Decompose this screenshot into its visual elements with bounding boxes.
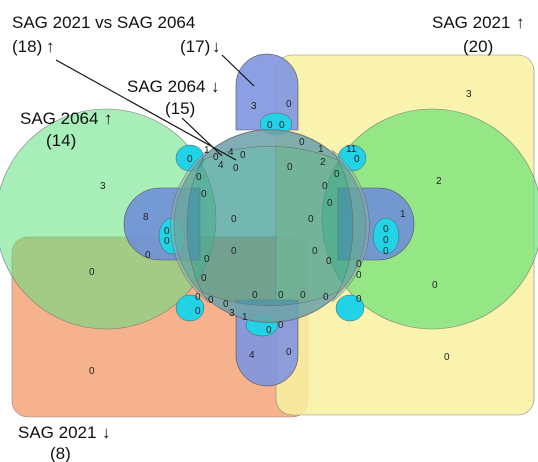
region-count: 0: [201, 189, 207, 200]
sag2064-up-count: (14): [46, 131, 76, 150]
region-count: 1: [400, 209, 406, 220]
region-count: 4: [228, 147, 234, 158]
sag2064-up-title: SAG 2064: [20, 109, 98, 128]
sag2064-down-title: SAG 2064: [127, 77, 205, 96]
region-count: 0: [323, 292, 329, 303]
down-arrow-icon: ↓: [211, 77, 220, 96]
top-blue-lobe: [235, 53, 299, 131]
region-count: 1: [242, 312, 248, 323]
region-count: 0: [164, 226, 170, 237]
cyan-lobe-right: [372, 217, 400, 255]
region-count: 4: [218, 160, 224, 171]
region-count: 0: [145, 250, 151, 261]
sag2021-down-title: SAG 2021: [18, 423, 96, 442]
region-count: 0: [187, 154, 193, 165]
region-count: 0: [383, 246, 389, 257]
region-count: 0: [252, 290, 258, 301]
sag2021-vs-2064-title: SAG 2021 vs SAG 2064: [12, 13, 195, 32]
region-count: 2: [436, 176, 442, 187]
pointer-line-15: [181, 117, 223, 157]
down-arrow-icon: ↓: [102, 423, 111, 442]
region-count: 8: [143, 212, 149, 223]
cyan-lobe-ll: [175, 294, 205, 322]
region-count: 3: [100, 181, 106, 192]
sag2021-up-title: SAG 2021: [432, 13, 510, 32]
region-count: 0: [327, 198, 333, 209]
sag2021-vs-2064-down-count: (17): [180, 37, 210, 56]
region-count: 0: [322, 181, 328, 192]
sag2021-down-count: (8): [50, 444, 71, 462]
region-count: 0: [356, 270, 362, 281]
region-count: 11: [346, 144, 357, 155]
inner-arc-left: [170, 149, 209, 303]
region-count: 0: [208, 295, 214, 306]
region-count: 0: [267, 120, 273, 131]
region-count: 0: [312, 246, 318, 257]
region-count: 0: [204, 254, 210, 265]
region-count: 0: [326, 256, 332, 267]
region-count: 3: [251, 101, 257, 112]
region-count: 0: [300, 290, 306, 301]
pointer-line-18: [55, 59, 237, 161]
region-count: 0: [240, 150, 246, 161]
region-count: 0: [278, 320, 284, 331]
region-count: 0: [195, 292, 201, 303]
region-count: 0: [383, 224, 389, 235]
region-count: 0: [287, 162, 293, 173]
region-count: 0: [354, 154, 360, 165]
region-count: 0: [89, 366, 95, 377]
region-count: 0: [444, 352, 450, 363]
region-count: 0: [164, 236, 170, 247]
inner-arc-right: [331, 149, 370, 303]
up-arrow-icon: ↑: [104, 109, 113, 128]
region-count: 0: [383, 235, 389, 246]
sag2021-vs-2064-up-count: (18): [12, 37, 42, 56]
region-count: 1: [204, 145, 210, 156]
region-count: 0: [213, 152, 219, 163]
sag2021-up-count: (20): [463, 37, 493, 56]
cyan-lobe-lr: [335, 294, 365, 322]
up-arrow-icon: ↑: [516, 13, 525, 32]
region-count: 4: [249, 350, 255, 361]
region-count: 0: [278, 290, 284, 301]
up-arrow-icon: ↑: [46, 37, 55, 56]
region-count: 1: [318, 144, 324, 155]
region-count: 0: [233, 163, 239, 174]
region-count: 3: [466, 89, 472, 100]
region-count: 0: [223, 299, 229, 310]
sag2064-down-count: (15): [165, 99, 195, 118]
region-count: 2: [320, 157, 326, 168]
region-count: 0: [356, 259, 362, 270]
region-count: 0: [308, 214, 314, 225]
region-count: 0: [356, 294, 362, 305]
region-count: 0: [432, 280, 438, 291]
region-count: 0: [266, 325, 272, 336]
region-count: 3: [229, 308, 235, 319]
pointer-line-17: [221, 54, 255, 87]
region-count: 0: [286, 99, 292, 110]
region-count: 0: [299, 137, 305, 148]
region-count: 0: [279, 120, 285, 131]
region-count: 0: [334, 169, 340, 180]
region-count: 0: [201, 273, 207, 284]
region-count: 0: [231, 246, 237, 257]
region-count: 0: [196, 172, 202, 183]
region-count: 0: [286, 347, 292, 358]
region-count: 0: [231, 214, 237, 225]
region-count: 0: [195, 306, 201, 317]
region-count: 0: [89, 267, 95, 278]
down-arrow-icon: ↓: [212, 37, 221, 56]
